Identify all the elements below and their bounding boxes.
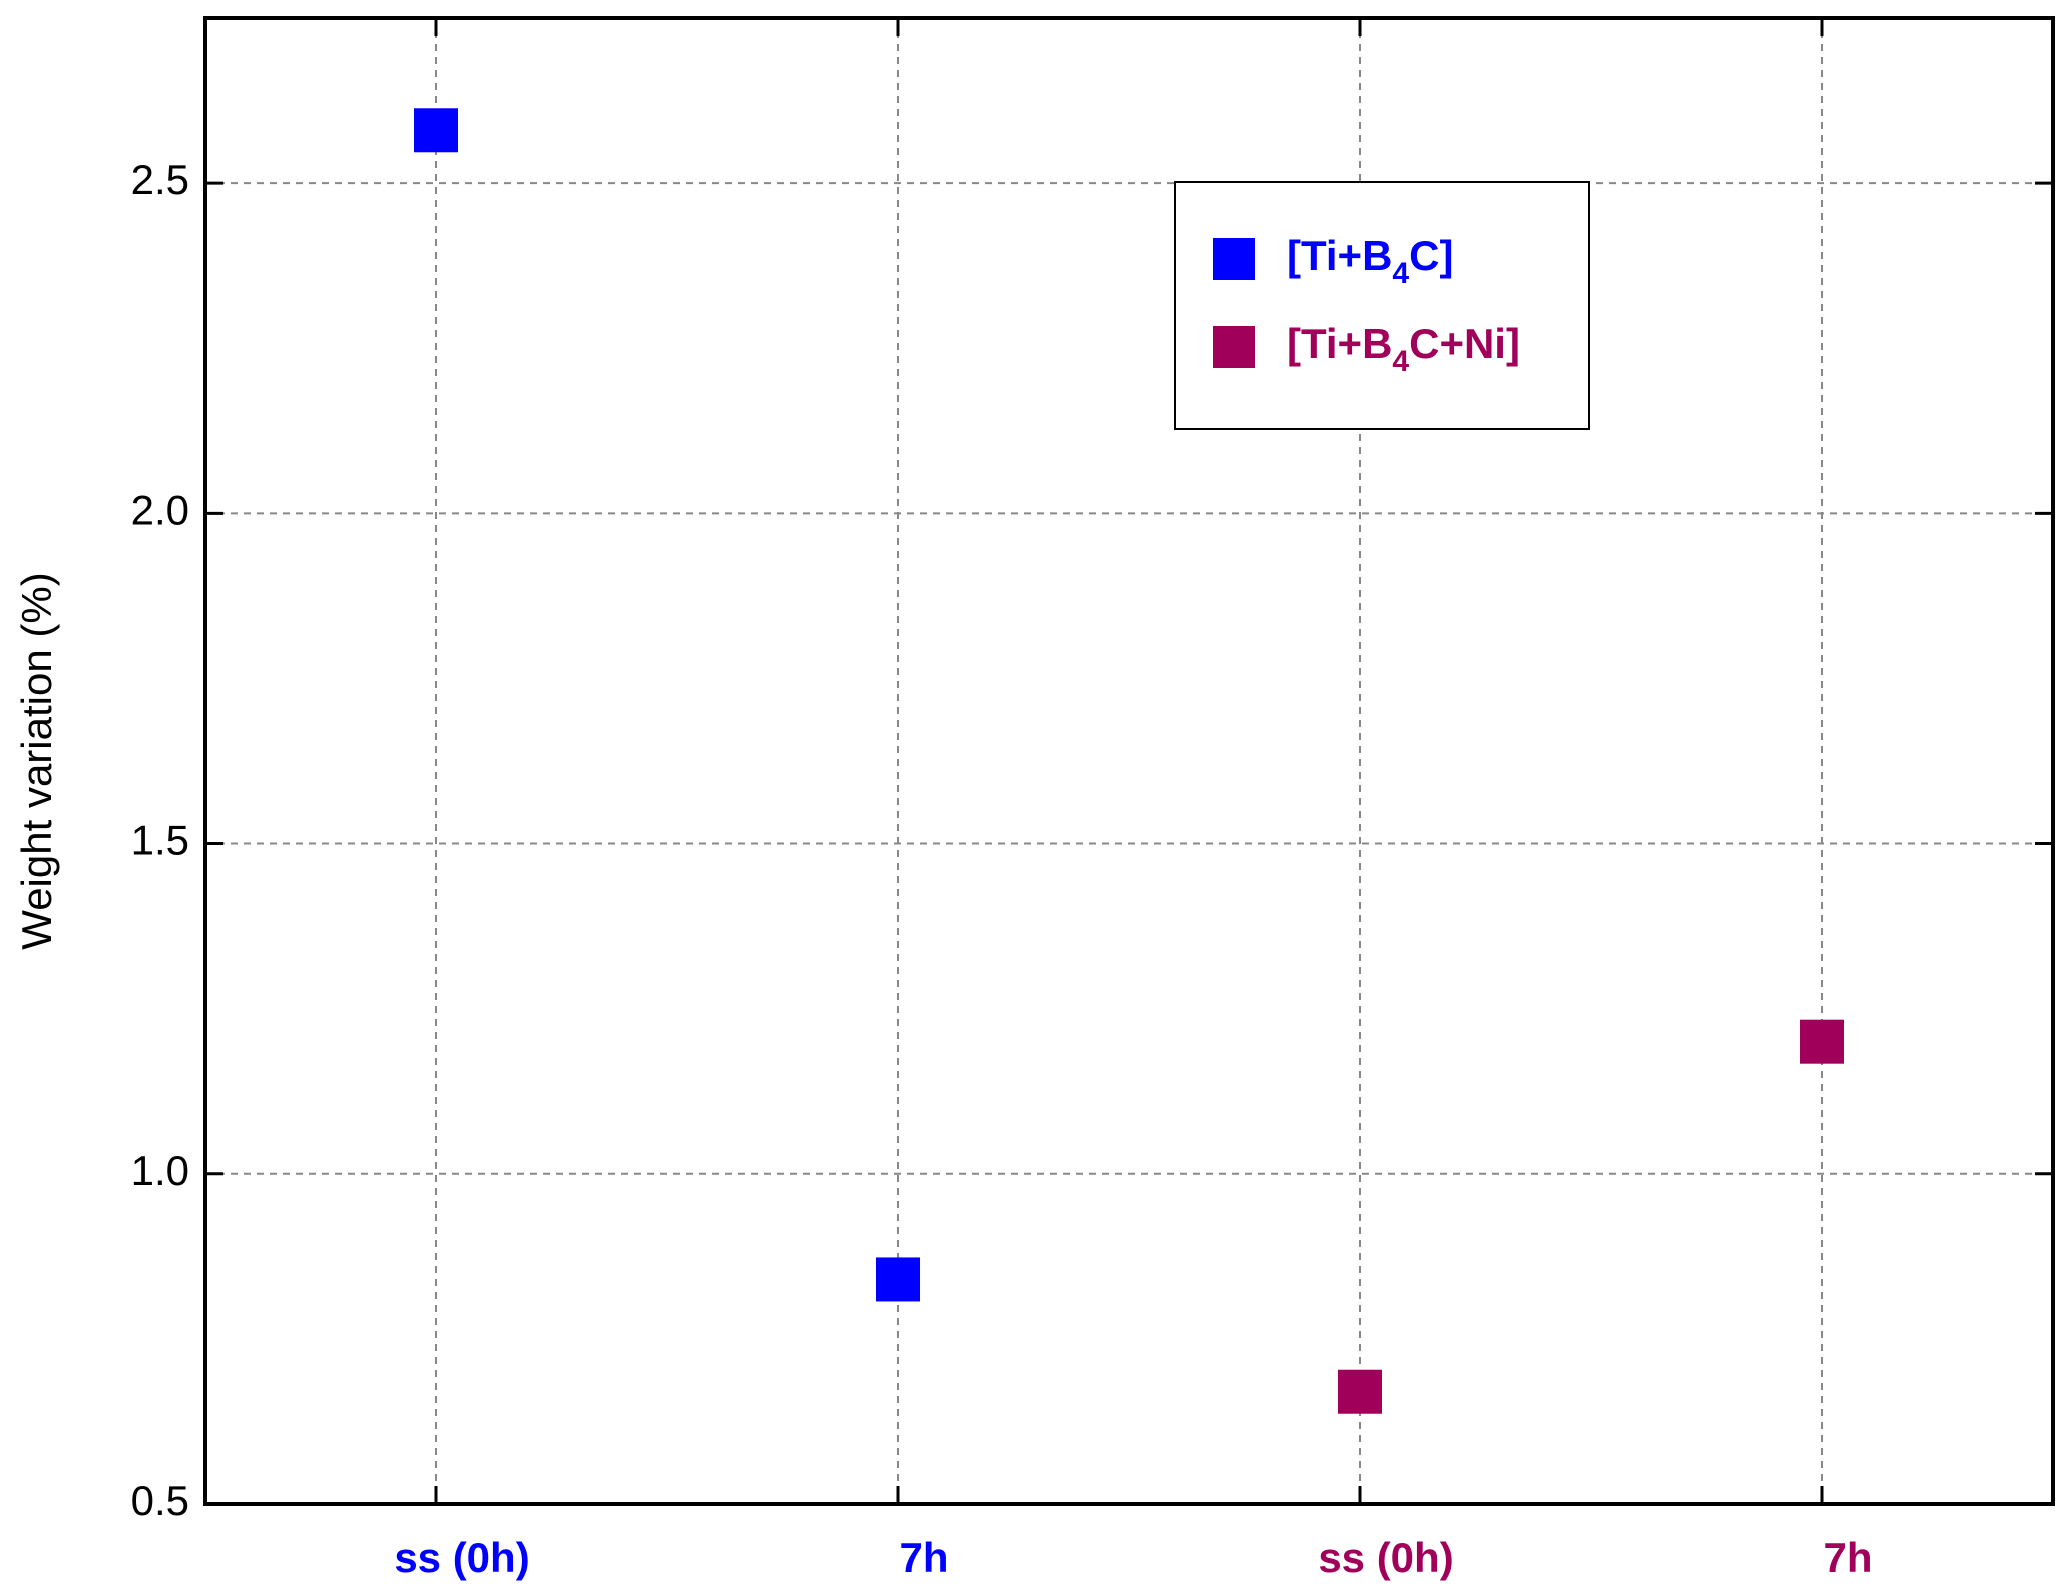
marker [1800, 1019, 1844, 1064]
legend-label: [Ti+B4C] [1287, 232, 1453, 290]
legend-label: [Ti+B4C+Ni] [1287, 320, 1520, 378]
legend-marker [1213, 326, 1255, 368]
x-tick-label: 7h [1823, 1534, 1872, 1581]
x-tick-label: ss (0h) [1318, 1534, 1453, 1581]
y-tick-label: 2.5 [131, 156, 189, 203]
legend-marker [1213, 238, 1255, 280]
y-tick-label: 2.0 [131, 486, 189, 533]
x-tick-label: ss (0h) [394, 1534, 529, 1581]
marker [414, 108, 458, 153]
y-tick-label: 0.5 [131, 1477, 189, 1524]
y-axis-label: Weight variation (%) [13, 572, 60, 949]
plot-frame [203, 16, 2055, 1506]
marker [876, 1257, 920, 1302]
y-tick-label: 1.5 [131, 817, 189, 864]
marker [1338, 1369, 1382, 1414]
y-tick-label: 1.0 [131, 1147, 189, 1194]
legend-box [1174, 181, 1590, 430]
x-tick-label: 7h [899, 1534, 948, 1581]
